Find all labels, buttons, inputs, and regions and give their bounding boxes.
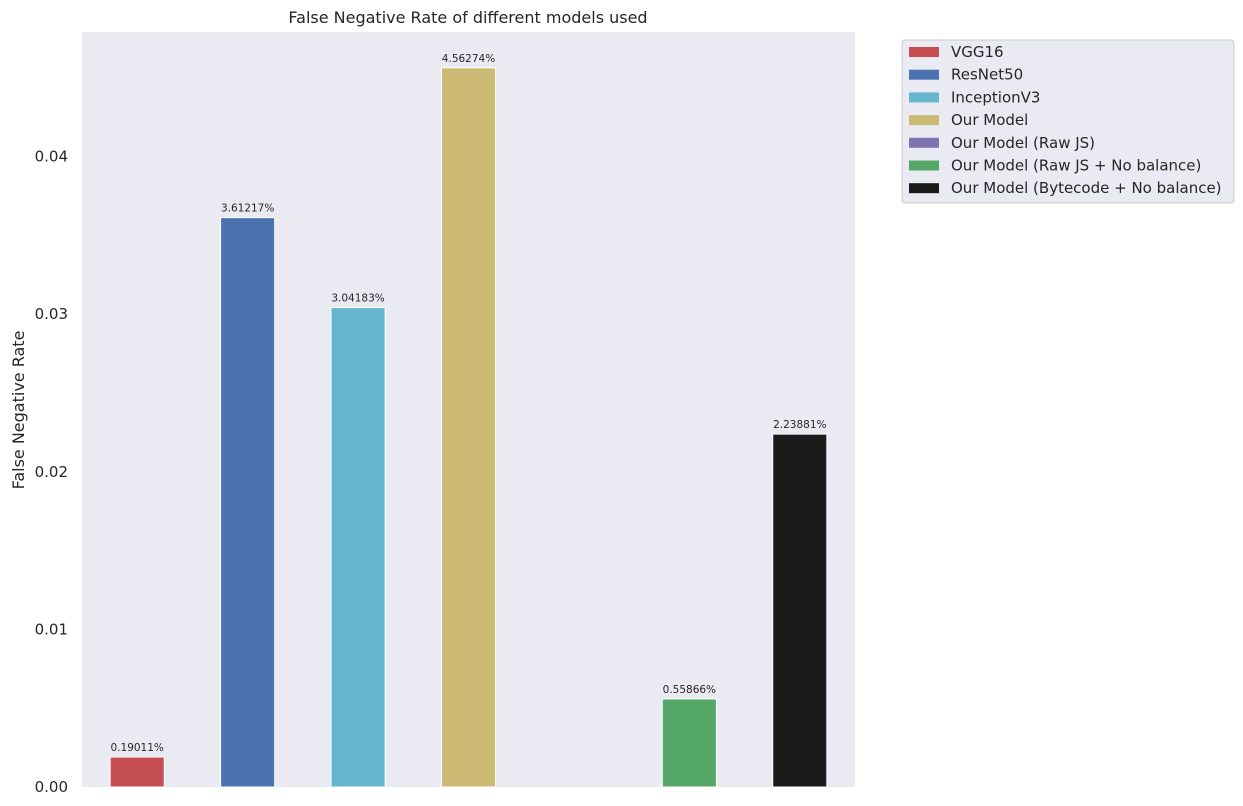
bar-value-label: 3.04183%	[331, 293, 384, 305]
legend-label: VGG16	[951, 43, 1004, 61]
bar	[109, 756, 165, 788]
legend-label: InceptionV3	[951, 88, 1040, 106]
legend-swatch	[909, 47, 939, 57]
legend-label: Our Model (Bytecode + No balance)	[951, 179, 1222, 197]
bar-value-label: 0.19011%	[111, 742, 164, 754]
legend-label: ResNet50	[951, 66, 1023, 84]
y-tick-label: 0.04	[35, 148, 68, 166]
legend-swatch	[909, 69, 939, 80]
bar	[661, 698, 717, 788]
legend-box	[901, 39, 1235, 204]
bar-value-label: 4.56274%	[442, 53, 495, 65]
bar-value-label: 3.61217%	[221, 203, 274, 215]
y-tick-label: 0.01	[35, 620, 68, 638]
bar	[330, 307, 386, 788]
y-axis-ticks: 0.00 0.01 0.02 0.03 0.04	[35, 148, 68, 796]
bar-value-label: 0.55866%	[663, 684, 716, 696]
legend-label: Our Model	[951, 111, 1028, 129]
legend-swatch	[909, 92, 939, 103]
legend-swatch	[909, 160, 939, 171]
legend-swatch	[909, 115, 939, 126]
bar	[440, 67, 497, 788]
bar	[220, 217, 276, 788]
bar-value-labels: 0.19011% 3.61217% 3.04183% 4.56274% 0.55866%…	[111, 53, 827, 754]
bar	[772, 433, 828, 788]
legend-swatch	[909, 183, 939, 194]
chart-title: False Negative Rate of different models …	[288, 8, 647, 27]
legend-swatch	[909, 137, 939, 148]
y-axis-label: False Negative Rate	[9, 331, 28, 490]
y-tick-label: 0.00	[35, 778, 68, 796]
y-tick-label: 0.03	[35, 305, 68, 323]
legend-label: Our Model (Raw JS)	[951, 134, 1095, 152]
bars	[109, 67, 828, 788]
bar-value-label: 2.23881%	[773, 419, 826, 431]
y-tick-label: 0.02	[35, 463, 68, 481]
legend: VGG16 ResNet50 InceptionV3 Our Model Our Mod…	[901, 39, 1235, 204]
legend-label: Our Model (Raw JS + No balance)	[951, 157, 1201, 175]
